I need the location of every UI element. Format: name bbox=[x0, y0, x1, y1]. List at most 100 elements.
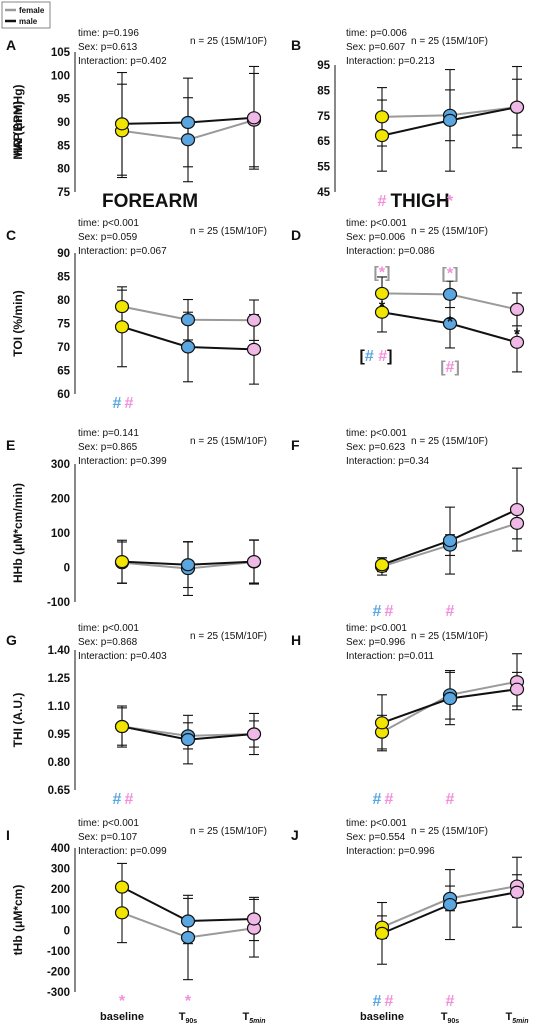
y-tick-label: 70 bbox=[57, 342, 70, 354]
data-point bbox=[374, 926, 390, 940]
stat-text: time: p<0.001 bbox=[78, 818, 139, 829]
y-tick-label: 100 bbox=[51, 528, 70, 540]
y-tick-label: 80 bbox=[57, 295, 70, 307]
y-tick-label: 65 bbox=[317, 136, 330, 148]
data-point bbox=[114, 719, 130, 734]
n-label: n = 25 (15M/10F) bbox=[190, 631, 267, 642]
y-tick-label: 0.65 bbox=[48, 785, 71, 797]
y-axis-label: MAP (mmHg) bbox=[11, 84, 25, 159]
n-label: n = 25 (15M/10F) bbox=[411, 36, 488, 47]
stat-text: Interaction: p=0.403 bbox=[78, 651, 167, 662]
significance-mark: * bbox=[379, 299, 386, 316]
significance-mark: [*] bbox=[374, 264, 391, 281]
stat-text: Sex: p=0.868 bbox=[78, 637, 138, 648]
stat-text: Sex: p=0.613 bbox=[78, 42, 138, 53]
stat-text: time: p<0.001 bbox=[78, 623, 139, 634]
significance-mark: # bbox=[125, 791, 134, 808]
stat-text: time: p=0.196 bbox=[78, 28, 139, 39]
n-label: n = 25 (15M/10F) bbox=[190, 436, 267, 447]
y-axis-label: tHb (μM*cm) bbox=[11, 885, 25, 956]
y-tick-label: 1.25 bbox=[48, 673, 71, 685]
stat-text: Sex: p=0.865 bbox=[78, 442, 138, 453]
stat-text: time: p<0.001 bbox=[346, 818, 407, 829]
stat-text: time: p=0.006 bbox=[346, 28, 407, 39]
significance-mark: # bbox=[385, 603, 394, 620]
y-tick-label: 60 bbox=[57, 389, 70, 401]
data-point bbox=[246, 313, 262, 327]
data-point bbox=[374, 286, 390, 301]
significance-mark: # bbox=[113, 395, 122, 412]
data-point bbox=[374, 716, 390, 730]
data-point bbox=[374, 129, 390, 143]
y-tick-label: 105 bbox=[51, 47, 71, 59]
data-point bbox=[246, 342, 262, 356]
y-tick-label: -300 bbox=[47, 987, 70, 999]
data-point bbox=[246, 727, 262, 741]
y-axis-label: THI (A.U.) bbox=[11, 693, 25, 748]
y-tick-label: 85 bbox=[57, 272, 70, 284]
data-point bbox=[114, 320, 130, 334]
legend: female male bbox=[1, 1, 51, 29]
section-title-thigh: THIGH bbox=[390, 191, 449, 212]
significance-mark: # bbox=[373, 791, 382, 808]
stat-text: Sex: p=0.607 bbox=[346, 42, 406, 53]
data-point bbox=[180, 930, 196, 945]
y-tick-label: 0 bbox=[64, 925, 70, 937]
y-tick-label: 0.80 bbox=[48, 757, 70, 769]
stat-text: Interaction: p=0.399 bbox=[78, 456, 167, 467]
data-point bbox=[180, 115, 196, 130]
panel-letter: J bbox=[291, 827, 299, 843]
x-tick-t5min: T5min bbox=[505, 1011, 528, 1025]
y-tick-label: 75 bbox=[57, 187, 70, 199]
x-tick-t90s: T90s bbox=[441, 1011, 460, 1025]
data-point bbox=[374, 110, 390, 124]
legend-box bbox=[1, 1, 51, 29]
significance-mark: * bbox=[514, 327, 521, 344]
stat-text: Sex: p=0.623 bbox=[346, 442, 406, 453]
y-tick-label: 100 bbox=[51, 905, 70, 917]
panel-letter: B bbox=[291, 37, 301, 53]
y-tick-label: 80 bbox=[57, 164, 70, 176]
stat-text: time: p<0.001 bbox=[346, 623, 407, 634]
stat-text: Sex: p=0.996 bbox=[346, 637, 406, 648]
stat-text: Interaction: p=0.099 bbox=[78, 846, 167, 857]
significance-mark: [*] bbox=[442, 265, 459, 282]
y-tick-label: 75 bbox=[57, 319, 70, 331]
y-tick-label: 400 bbox=[51, 843, 70, 855]
stat-text: Sex: p=0.006 bbox=[346, 232, 406, 243]
n-label: n = 25 (15M/10F) bbox=[190, 226, 267, 237]
significance-mark: # bbox=[446, 791, 455, 808]
y-tick-label: -200 bbox=[47, 966, 70, 978]
significance-mark: # bbox=[385, 993, 394, 1010]
y-tick-label: 55 bbox=[317, 162, 330, 174]
y-tick-label: 200 bbox=[51, 884, 70, 896]
y-tick-label: 300 bbox=[51, 864, 70, 876]
n-label: n = 25 (15M/10F) bbox=[411, 436, 488, 447]
panel-letter: I bbox=[6, 827, 10, 843]
n-label: n = 25 (15M/10F) bbox=[190, 36, 267, 47]
data-point bbox=[374, 305, 390, 319]
stat-text: Interaction: p=0.402 bbox=[78, 56, 167, 67]
legend-female-label: female bbox=[19, 6, 45, 15]
data-point bbox=[180, 313, 196, 327]
y-tick-label: 95 bbox=[57, 94, 70, 106]
significance-mark: # bbox=[373, 603, 382, 620]
y-axis-label: HR (BPM) bbox=[11, 101, 25, 156]
significance-mark: * bbox=[447, 193, 454, 210]
data-point bbox=[114, 299, 130, 314]
data-point bbox=[509, 516, 525, 530]
n-label: n = 25 (15M/10F) bbox=[411, 826, 488, 837]
significance-mark: * bbox=[185, 993, 192, 1010]
significance-mark: * bbox=[447, 314, 454, 331]
data-point bbox=[442, 287, 458, 301]
y-tick-label: -100 bbox=[47, 597, 70, 609]
stat-text: Interaction: p=0.086 bbox=[346, 246, 435, 257]
significance-mark: [#] bbox=[440, 359, 460, 376]
data-point bbox=[180, 340, 196, 354]
significance-mark: # bbox=[113, 791, 122, 808]
